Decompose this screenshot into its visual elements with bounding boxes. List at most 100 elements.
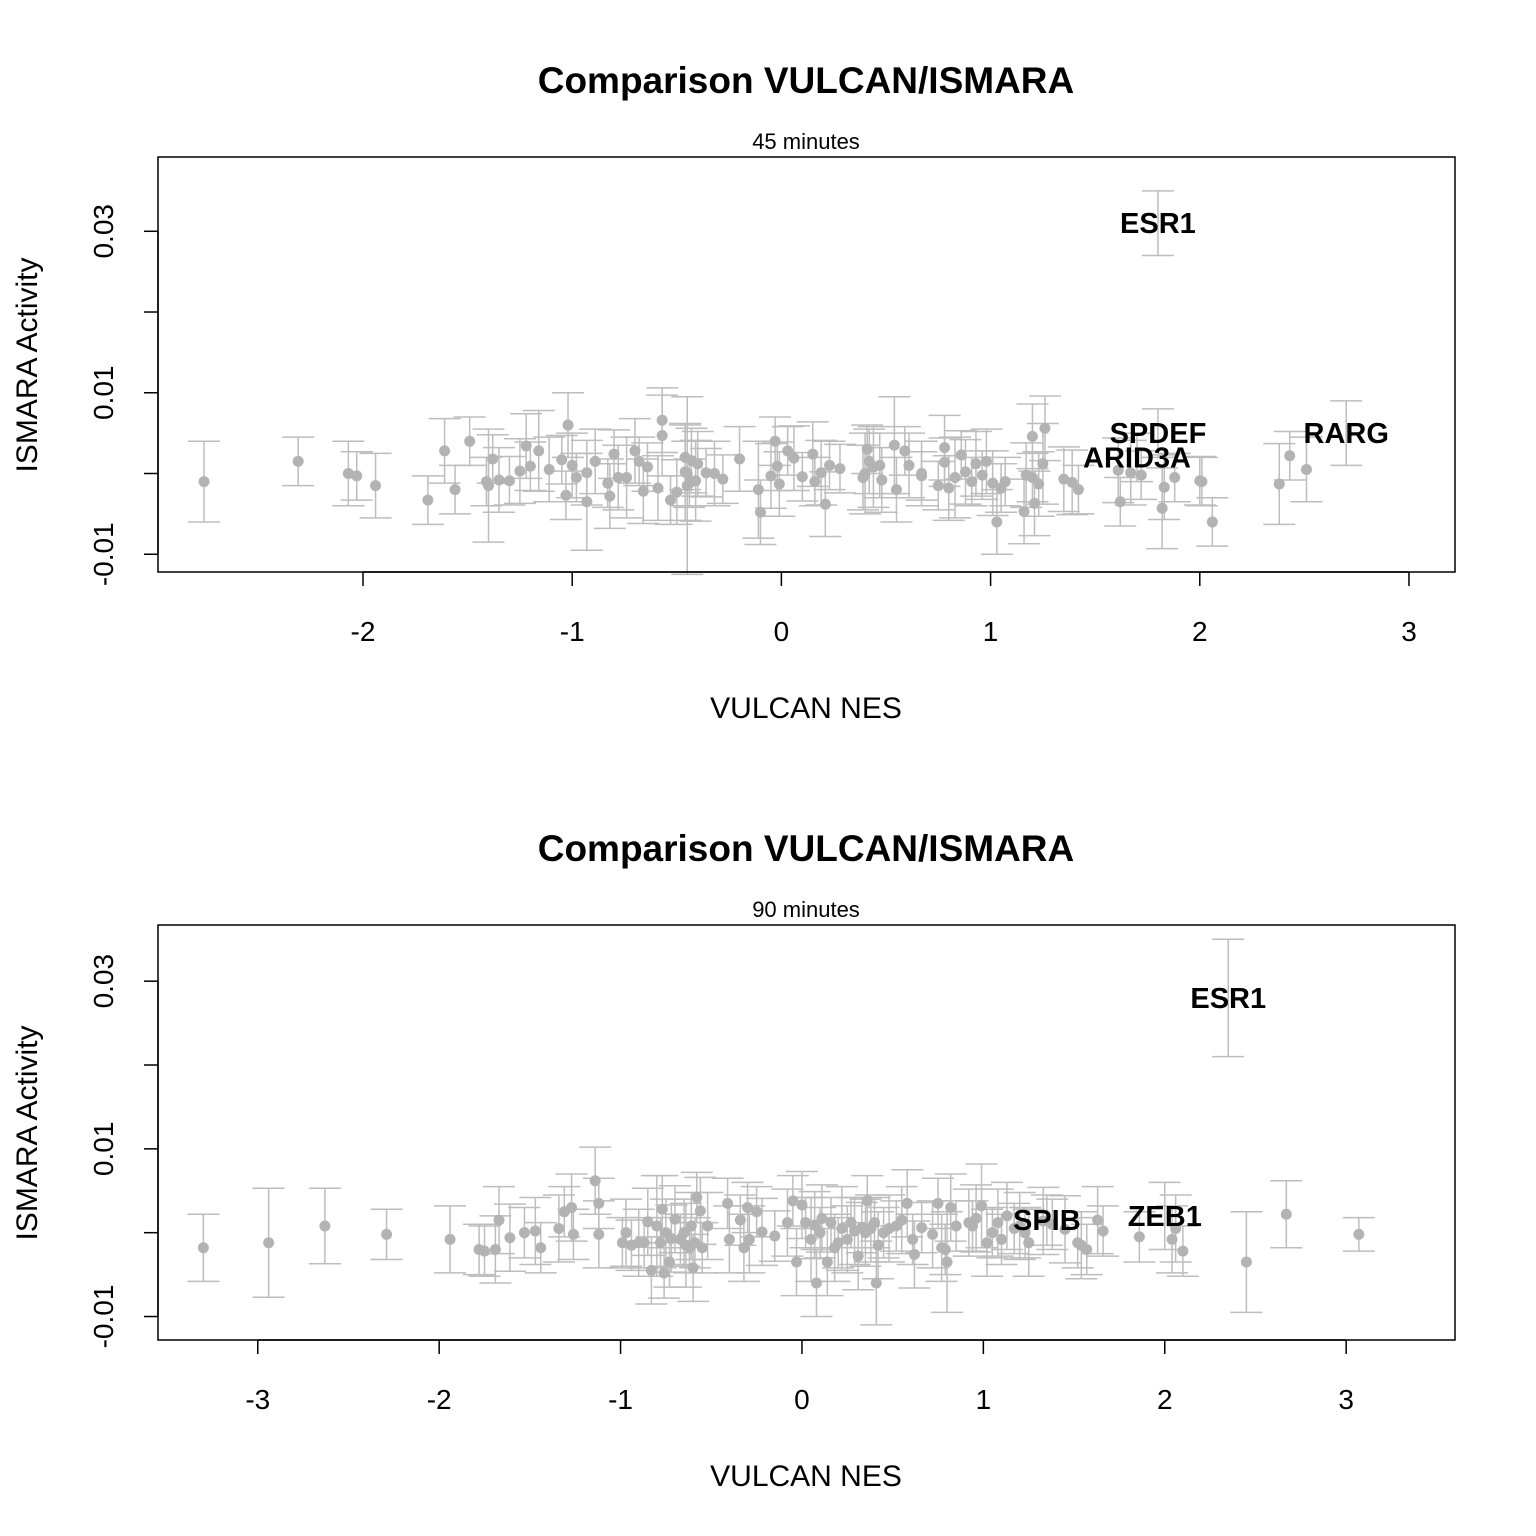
data-point <box>916 467 928 479</box>
data-point <box>692 458 704 470</box>
data-point <box>825 1217 837 1229</box>
data-point <box>734 1214 746 1226</box>
data-point <box>464 435 476 447</box>
y-axis: -0.01 0.01 0.03 <box>88 204 159 586</box>
data-point <box>370 480 382 492</box>
data-point <box>493 474 505 486</box>
data-point <box>702 1220 714 1232</box>
data-point <box>903 459 915 471</box>
data-point <box>652 482 664 494</box>
data-point <box>567 1228 579 1240</box>
x-tick-label: 3 <box>1338 1384 1354 1415</box>
data-point <box>553 1222 565 1234</box>
data-point <box>945 1202 957 1214</box>
data-point <box>901 1197 913 1209</box>
data-point <box>1066 476 1078 488</box>
y-tick-label: -0.01 <box>88 1285 119 1349</box>
x-tick-label: -2 <box>351 616 376 647</box>
y-axis-label: ISMARA Activity <box>11 257 44 472</box>
x-tick-label: -3 <box>245 1384 270 1415</box>
point-label-arid3a: ARID3A <box>1083 442 1191 474</box>
data-point <box>809 476 821 488</box>
data-point <box>665 1233 677 1245</box>
data-point <box>810 1277 822 1289</box>
data-point <box>1059 1223 1071 1235</box>
data-point <box>996 1233 1008 1245</box>
data-point <box>771 460 783 472</box>
chart-title: Comparison VULCAN/ISMARA <box>538 828 1075 869</box>
data-point <box>723 1233 735 1245</box>
point-label-spib: SPIB <box>1013 1205 1081 1237</box>
x-tick-label: -2 <box>427 1384 452 1415</box>
data-point <box>769 435 781 447</box>
data-point <box>1112 464 1124 476</box>
data-point <box>637 485 649 497</box>
x-tick-label: 0 <box>774 616 790 647</box>
data-point <box>1026 430 1038 442</box>
data-point <box>1114 496 1126 508</box>
data-point <box>1135 469 1147 481</box>
data-point <box>734 453 746 465</box>
data-point <box>696 1242 708 1254</box>
data-point <box>870 1277 882 1289</box>
data-point <box>845 1217 857 1229</box>
data-point <box>970 1212 982 1224</box>
x-tick-label: 2 <box>1192 616 1208 647</box>
data-point <box>807 448 819 460</box>
data-point <box>656 414 668 426</box>
x-axis: -3 -2 -1 0 1 2 3 <box>245 1339 1354 1415</box>
data-point <box>932 480 944 492</box>
data-point <box>841 1233 853 1245</box>
data-point <box>608 448 620 460</box>
data-point <box>800 1217 812 1229</box>
data-point <box>899 445 911 457</box>
data-point <box>691 1191 703 1203</box>
error-bar-spdef <box>1141 408 1174 459</box>
data-point <box>861 443 873 455</box>
data-point <box>754 506 766 518</box>
data-point <box>483 480 495 492</box>
data-point <box>616 1237 628 1249</box>
data-point <box>796 1199 808 1211</box>
data-point <box>1156 502 1168 514</box>
data-point <box>642 461 654 473</box>
data-point <box>503 475 515 487</box>
data-point <box>489 1243 501 1255</box>
x-axis: -2 -1 0 1 2 3 <box>351 571 1417 647</box>
data-point <box>197 1242 209 1254</box>
data-point <box>656 430 668 442</box>
data-point <box>1284 450 1296 462</box>
x-tick-label: -1 <box>608 1384 633 1415</box>
data-point <box>479 1245 491 1257</box>
data-point <box>752 484 764 496</box>
data-point <box>566 1202 578 1214</box>
data-point <box>869 1217 881 1229</box>
data-point <box>319 1220 331 1232</box>
data-point <box>422 494 434 506</box>
data-point <box>981 1237 993 1249</box>
data-point <box>669 1213 681 1225</box>
data-point <box>449 484 461 496</box>
data-point <box>791 1256 803 1268</box>
x-tick-label: 1 <box>976 1384 992 1415</box>
data-point <box>685 1220 697 1232</box>
data-point <box>959 466 971 478</box>
chart-subtitle: 45 minutes <box>752 129 860 154</box>
data-point <box>621 472 633 484</box>
data-point <box>819 498 831 510</box>
data-point <box>742 1202 754 1214</box>
point-label-esr1: ESR1 <box>1120 208 1196 240</box>
chart-panel-90-minutes: Comparison VULCAN/ISMARA 90 minutes VULC… <box>11 828 1456 1493</box>
data-point <box>198 476 210 488</box>
data-point <box>1300 463 1312 475</box>
data-point <box>1037 1215 1049 1227</box>
data-point <box>694 1205 706 1217</box>
data-point <box>533 445 545 457</box>
data-point <box>814 1227 826 1239</box>
plot-frame <box>157 156 1456 573</box>
data-layer: ESR1 SPIB ZEB1 <box>187 938 1375 1326</box>
data-point <box>570 472 582 484</box>
data-point <box>966 476 978 488</box>
